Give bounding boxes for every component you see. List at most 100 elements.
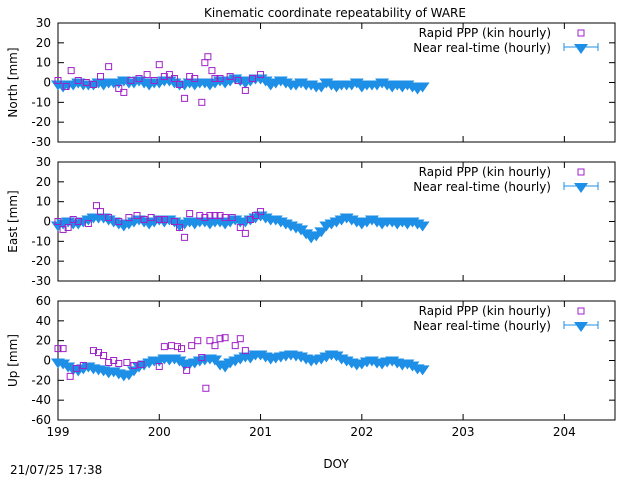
ppp-point xyxy=(82,79,90,86)
ppp-point xyxy=(84,219,92,227)
ppp-point xyxy=(228,214,236,222)
y-tick-label: 30 xyxy=(36,16,51,30)
y-tick-label: -20 xyxy=(31,373,51,387)
ppp-point xyxy=(100,352,108,360)
ppp-point xyxy=(64,223,72,231)
legend-nrt-marker xyxy=(574,183,588,193)
ppp-point xyxy=(155,61,163,69)
x-tick-label: 202 xyxy=(350,425,373,439)
ppp-point xyxy=(54,218,62,225)
ppp-point xyxy=(105,63,113,71)
y-tick-label: 60 xyxy=(36,294,51,308)
y-tick-label: 20 xyxy=(36,175,51,189)
ppp-point xyxy=(174,343,182,351)
ppp-point xyxy=(150,77,158,85)
ppp-point xyxy=(59,225,67,233)
nrt-point xyxy=(415,82,430,93)
y-tick-label: -20 xyxy=(31,115,51,129)
ppp-point xyxy=(211,212,219,220)
y-tick-label: -10 xyxy=(31,95,51,109)
ppp-point xyxy=(155,216,163,224)
ppp-point xyxy=(248,75,256,83)
y-axis-label: Up [mm] xyxy=(6,334,20,387)
y-tick-label: 0 xyxy=(43,215,51,229)
legend-nrt-marker xyxy=(574,44,588,54)
x-tick-label: 200 xyxy=(148,425,171,439)
ppp-point xyxy=(246,216,254,224)
ppp-point xyxy=(92,202,100,210)
ppp-point xyxy=(208,67,216,75)
ppp-point xyxy=(105,214,113,222)
y-tick-label: 20 xyxy=(36,334,51,348)
ppp-point xyxy=(160,343,168,351)
y-tick-label: 30 xyxy=(36,155,51,169)
ppp-point xyxy=(234,77,242,85)
ppp-point xyxy=(127,77,135,85)
legend-entry-label: Rapid PPP (kin hourly) xyxy=(419,304,551,318)
nrt-point xyxy=(415,365,430,376)
ppp-point xyxy=(204,53,212,61)
ppp-point xyxy=(115,218,123,225)
ppp-point xyxy=(201,59,209,67)
ppp-point xyxy=(167,342,175,350)
ppp-point xyxy=(221,214,229,222)
y-tick-label: 10 xyxy=(36,195,51,209)
ppp-point xyxy=(105,358,113,366)
ppp-point xyxy=(89,347,97,355)
panel-0: -30 -20 -10 0 10 20 30 North [mm] Rapid PPP (kin… xyxy=(6,16,616,149)
x-tick-label: 199 xyxy=(47,425,70,439)
legend-ppp-marker xyxy=(577,168,585,176)
ppp-point xyxy=(69,216,77,224)
y-tick-label: 10 xyxy=(36,56,51,70)
legend-entry-label: Near real-time (hourly) xyxy=(413,41,551,55)
ppp-point xyxy=(79,361,87,369)
ppp-point xyxy=(251,212,259,220)
ppp-point xyxy=(216,212,224,220)
ppp-point xyxy=(176,80,184,88)
ppp-point xyxy=(196,212,204,220)
ppp-point xyxy=(236,335,244,343)
ppp-point xyxy=(165,71,173,79)
panel-2: -60 -40 -20 0 20 40 60 199 200 201 202 203 204 Up [mm… xyxy=(6,294,616,471)
ppp-point xyxy=(89,80,97,88)
y-tick-label: -30 xyxy=(31,274,51,288)
ppp-point xyxy=(216,75,224,83)
y-tick-label: 20 xyxy=(36,36,51,50)
ppp-point xyxy=(236,223,244,231)
legend-entry-label: Rapid PPP (kin hourly) xyxy=(419,26,551,40)
ppp-point xyxy=(67,67,75,75)
ppp-point xyxy=(72,364,80,372)
ppp-point xyxy=(178,345,186,353)
ppp-point xyxy=(191,75,199,83)
ppp-point xyxy=(135,75,143,83)
ppp-point xyxy=(54,77,62,85)
panel-1: -30 -20 -10 0 10 20 30 East [mm] Rapid PPP (kin … xyxy=(6,155,616,288)
ppp-point xyxy=(62,82,70,90)
y-axis-label: East [mm] xyxy=(6,190,20,252)
ppp-point xyxy=(202,384,210,392)
ppp-point xyxy=(241,347,249,355)
ppp-point xyxy=(143,71,151,79)
ppp-point xyxy=(211,75,219,83)
legend-nrt-marker xyxy=(574,322,588,332)
ppp-point xyxy=(120,88,128,96)
nrt-point xyxy=(415,221,430,232)
legend-ppp-marker xyxy=(577,307,585,315)
y-tick-label: -30 xyxy=(31,135,51,149)
x-tick-label: 204 xyxy=(553,425,576,439)
ppp-point xyxy=(176,223,184,231)
ppp-point xyxy=(216,335,224,343)
ppp-point xyxy=(226,73,234,81)
ppp-point xyxy=(183,366,191,374)
x-tick-label: 201 xyxy=(249,425,272,439)
ppp-point xyxy=(97,73,105,81)
ppp-point xyxy=(97,208,105,216)
ppp-point xyxy=(125,214,133,222)
ppp-point xyxy=(257,208,265,216)
ppp-point xyxy=(54,345,62,353)
legend-entry-label: Rapid PPP (kin hourly) xyxy=(419,165,551,179)
ppp-point xyxy=(206,337,214,345)
legend-entry-label: Near real-time (hourly) xyxy=(413,180,551,194)
y-tick-label: 0 xyxy=(43,354,51,368)
